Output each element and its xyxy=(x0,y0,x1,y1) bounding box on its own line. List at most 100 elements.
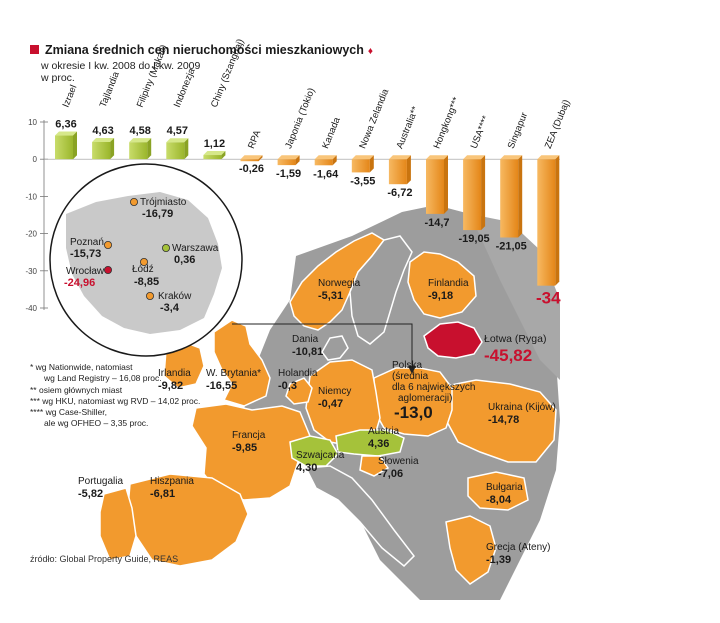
chart-subtitle: w okresie I kw. 2008 do I kw. 2009 w pro… xyxy=(41,60,200,84)
map-ukraine xyxy=(445,379,557,463)
bar-value-label: -1,59 xyxy=(276,168,301,180)
bar-category-label: ZEA (Dubaj) xyxy=(543,98,573,150)
bar-side-9 xyxy=(369,155,374,173)
map-switzerland xyxy=(289,435,339,467)
map-label-value: -5,31 xyxy=(318,290,343,302)
bar-14 xyxy=(537,159,556,286)
footnote-2: wg Land Registry – 16,08 proc. xyxy=(44,373,162,384)
inset-city-value: -16,79 xyxy=(142,208,173,220)
bar-13 xyxy=(500,159,519,238)
map-label-value: -9,85 xyxy=(232,442,257,454)
bar-side-7 xyxy=(295,155,300,166)
map-label-value: -45,82 xyxy=(484,346,532,365)
bar-value-label: 4,63 xyxy=(92,125,113,137)
map-label-name: Słowenia xyxy=(378,456,419,467)
bar-category-label: Indonezja xyxy=(172,66,198,109)
bar-side-13 xyxy=(518,155,523,238)
map-italy xyxy=(304,465,415,568)
map-label-value: -9,82 xyxy=(158,380,183,392)
bar-value-label: 1,12 xyxy=(204,138,225,150)
map-label-name: Polska xyxy=(392,360,422,371)
map-label-name: Portugalia xyxy=(78,476,123,487)
map-label-value: -10,81 xyxy=(292,346,323,358)
map-label-name: dla 6 największych xyxy=(392,382,475,393)
map-label-name: aglomeracji) xyxy=(398,393,452,404)
bar-side-12 xyxy=(481,155,486,231)
footnotes: * wg Nationwide, natomiast wg Land Regis… xyxy=(30,362,200,430)
bar-value-label: -14,7 xyxy=(424,217,449,229)
inset-city-value: -3,4 xyxy=(160,302,180,314)
inset-city-value: 0,36 xyxy=(174,254,195,266)
bar-category-label: Nowa Zelandia xyxy=(357,87,391,151)
inset-city-dot xyxy=(104,240,113,249)
inset-city-name: Poznań xyxy=(70,237,104,248)
bar-value-label: -21,05 xyxy=(496,241,527,253)
map-austria xyxy=(335,429,405,457)
inset-city-dot xyxy=(139,257,148,266)
map-label-name: Bułgaria xyxy=(486,482,523,493)
polska-connector-line xyxy=(232,323,413,370)
map-label-name: Finlandia xyxy=(428,278,469,289)
footnote-6: ale wg OFHEO – 3,35 proc. xyxy=(44,418,149,429)
bar-side-4 xyxy=(184,138,189,160)
inset-city-dot xyxy=(129,197,138,206)
bar-value-label: -3,55 xyxy=(350,175,375,187)
bar-cap-10 xyxy=(388,155,411,160)
subtitle-line-1: w okresie I kw. 2008 do I kw. 2009 xyxy=(41,60,201,72)
bar-category-label: RPA xyxy=(246,128,264,150)
map-label-value: 4,30 xyxy=(296,462,317,474)
title-marker-icon xyxy=(30,45,39,54)
bar-5 xyxy=(203,155,222,160)
bar-category-label: Singapur xyxy=(506,111,530,150)
bar-cap-14 xyxy=(537,155,560,160)
inset-city-dot xyxy=(145,291,154,300)
bar-value-label: -34 xyxy=(536,289,561,308)
footnote-5: **** wg Case-Shiller, xyxy=(30,407,108,418)
bar-6 xyxy=(240,159,259,162)
bar-cap-3 xyxy=(129,138,152,143)
bar-cap-13 xyxy=(500,155,523,160)
connector-arrow-icon xyxy=(408,366,416,374)
map-label-value: -14,78 xyxy=(488,414,519,426)
map-label-value: -9,18 xyxy=(428,290,453,302)
map-label-value: -16,55 xyxy=(206,380,237,392)
bar-side-5 xyxy=(221,151,226,160)
map-latvia xyxy=(423,321,483,359)
bar-value-label: -19,05 xyxy=(458,233,489,245)
bar-value-label: 4,57 xyxy=(167,125,188,137)
map-label-name: Niemcy xyxy=(318,386,351,397)
inset-city-name: Kraków xyxy=(158,291,192,302)
y-tick-label: 10 xyxy=(28,118,37,127)
map-sweden xyxy=(349,235,413,345)
bar-cap-5 xyxy=(203,151,226,156)
bar-category-label: Chiny (Szanghaj) xyxy=(209,37,246,109)
map-label-name: Dania xyxy=(292,334,319,345)
map-label-name: Grecja (Ateny) xyxy=(486,542,550,553)
bar-side-14 xyxy=(555,155,560,286)
bar-side-6 xyxy=(258,155,263,162)
map-label-value: -6,81 xyxy=(150,488,175,500)
y-tick-label: -10 xyxy=(25,192,37,201)
map-label-value: -0,3 xyxy=(278,380,297,392)
bar-7 xyxy=(277,159,296,166)
bar-value-label: -6,72 xyxy=(387,187,412,199)
bar-value-label: 4,58 xyxy=(129,125,150,137)
bar-value-label: -0,26 xyxy=(239,163,264,175)
bar-cap-11 xyxy=(426,155,448,160)
inset-city-name: Trójmiasto xyxy=(140,197,187,208)
inset-city-name: Warszawa xyxy=(172,243,219,254)
map-portugal xyxy=(99,487,137,561)
map-label-value: -7,06 xyxy=(378,468,403,480)
y-tick-label: -20 xyxy=(25,230,37,239)
map-label-name: (średnia xyxy=(392,371,429,382)
footnote-1: * wg Nationwide, natomiast xyxy=(30,362,133,372)
map-netherlands xyxy=(285,377,313,405)
map-label-value: -13,0 xyxy=(394,403,433,422)
bar-category-label: USA**** xyxy=(469,114,492,150)
bar-9 xyxy=(351,159,370,173)
bar-cap-8 xyxy=(314,155,337,160)
bar-category-label: Izrael xyxy=(61,83,80,109)
bar-category-label: Australia** xyxy=(394,105,421,151)
map-label-name: W. Brytania* xyxy=(206,368,261,379)
